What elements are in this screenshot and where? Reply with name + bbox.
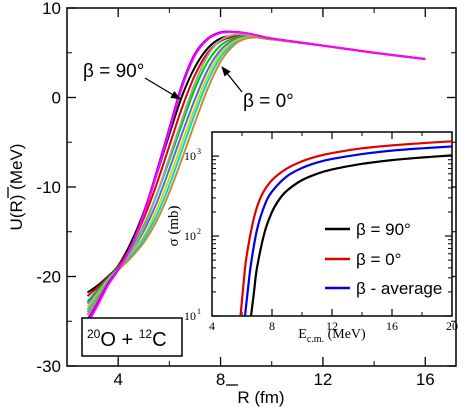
legend-label: β - average [356, 279, 442, 298]
main-x-tick-label: 12 [313, 370, 332, 389]
inset-x-tick-label: 16 [386, 319, 398, 333]
inset-y-tick-exponent: 2 [197, 227, 201, 236]
inset-x-tick-label: 20 [446, 319, 458, 333]
inset-x-tick-label: 8 [269, 319, 275, 333]
legend-label: β = 90° [356, 220, 411, 239]
main-y-tick-label: -10 [36, 178, 61, 197]
main-x-axis: 4 8 12 16 [66, 8, 435, 389]
main-x-tick-label: 4 [113, 370, 122, 389]
inset-series-group [239, 140, 452, 316]
main-x-tick-label: 8 [216, 370, 225, 389]
inset-x-axis-label: Ec.m. (MeV) [298, 327, 366, 345]
inset-series-line [243, 145, 452, 316]
inset-x-tick-label: 12 [326, 319, 338, 333]
inset-y-tick-label: 10 [184, 229, 196, 243]
beta-90-annotation: β = 90° [83, 61, 144, 82]
main-series-group [86, 30, 426, 325]
beta-90-arrow [144, 77, 181, 100]
legend-label: β = 0° [356, 250, 401, 269]
main-y-axis: -30 -20 -10 0 10 [36, 0, 456, 376]
main-y-tick-label: -30 [36, 357, 61, 376]
main-x-axis-label: R (fm) [237, 388, 284, 407]
beta-0-annotation: β = 0° [243, 91, 294, 112]
main-y-axis-label: U(R) (MeV) [7, 144, 26, 231]
main-y-tick-label: -20 [36, 268, 61, 287]
inset-y-tick-label: 10 [184, 149, 196, 163]
main-y-tick-label: 0 [52, 89, 61, 108]
reaction-box [81, 317, 183, 357]
main-y-tick-label: 10 [42, 0, 61, 18]
inset-y-tick-label: 10 [184, 309, 196, 323]
inset-legend: β = 90° β = 0° β - average [325, 220, 442, 298]
inset-series-line [249, 154, 452, 316]
inset-y-tick-exponent: 1 [197, 307, 201, 316]
inset-y-tick-exponent: 3 [197, 147, 201, 156]
reaction-label: 20O + 12C [87, 327, 167, 351]
beta-0-arrow [221, 66, 243, 93]
inset-series-line [239, 140, 452, 316]
main-x-tick-label: 16 [416, 370, 435, 389]
main-series-line [86, 31, 426, 325]
inset-y-axis-label: σ (mb) [166, 206, 182, 247]
inset-x-tick-label: 4 [209, 319, 215, 333]
